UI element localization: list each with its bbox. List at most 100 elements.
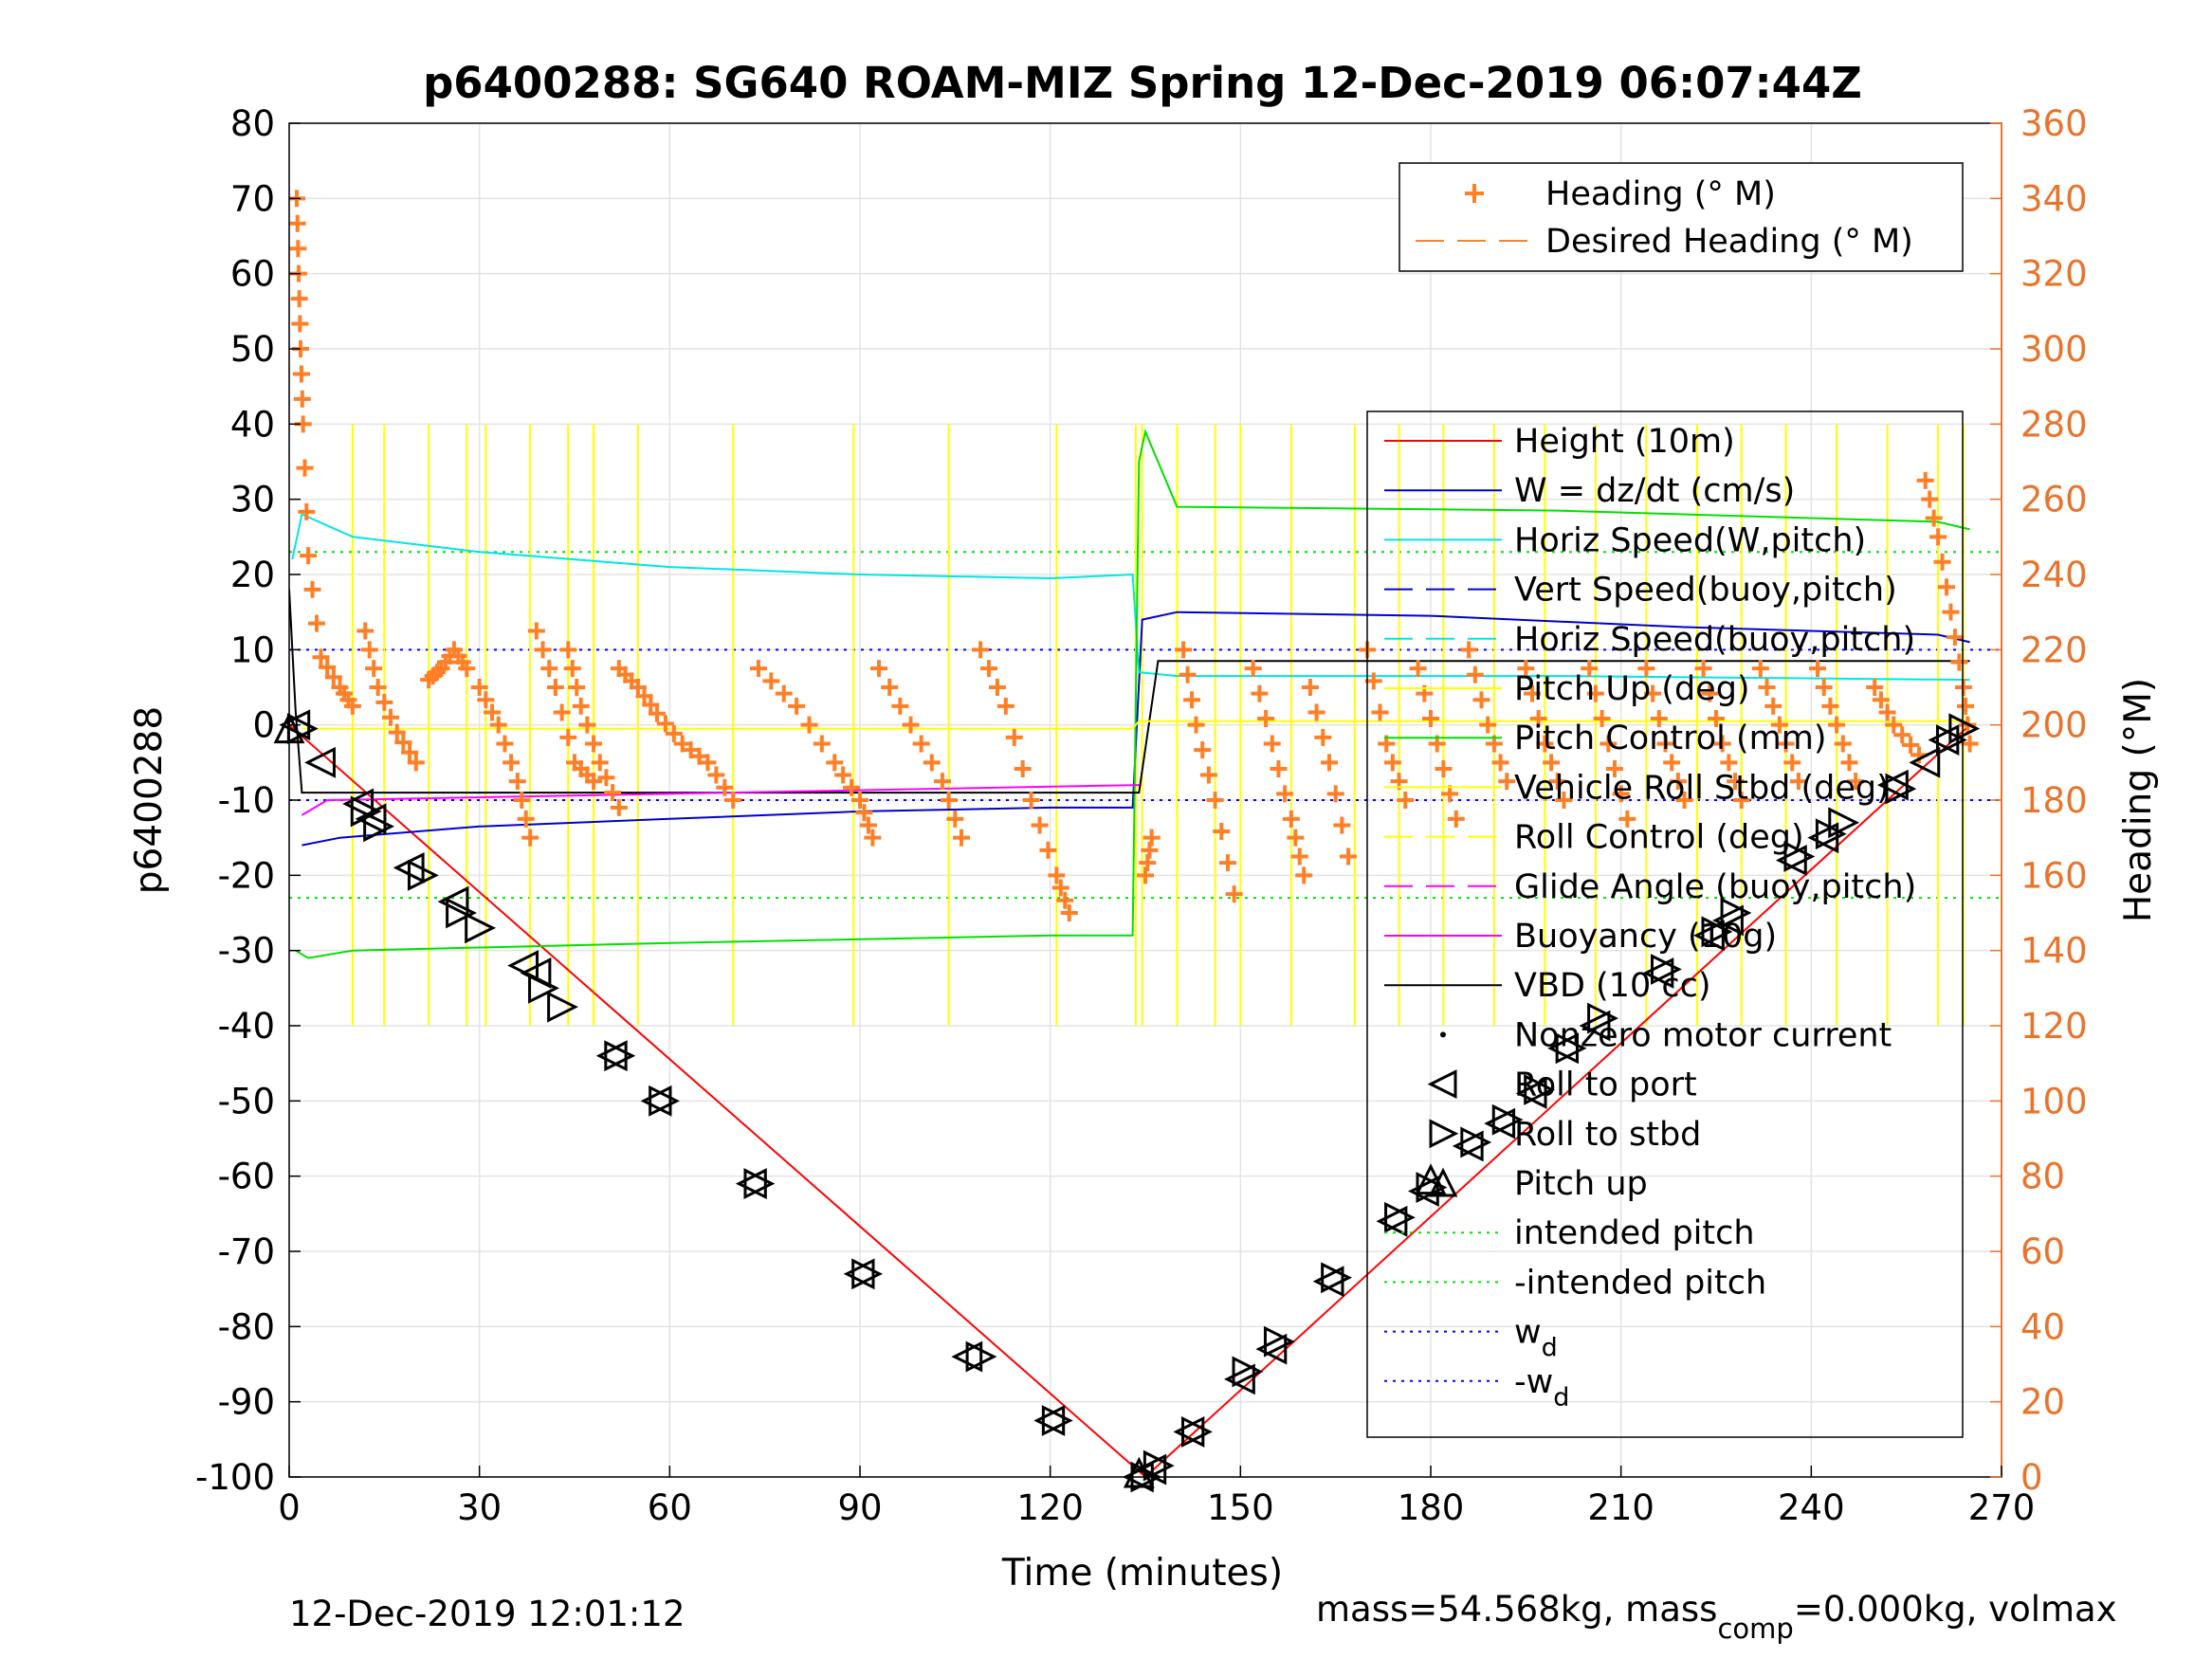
heading-point [1213, 823, 1231, 841]
heading-point [1524, 684, 1542, 702]
heading-point [1435, 759, 1453, 777]
roll-to-port-marker [640, 1085, 672, 1117]
x-tick-label: 120 [1016, 1487, 1084, 1528]
roll-to-port-marker [1579, 1010, 1611, 1042]
heading-point [1466, 665, 1484, 684]
heading-point [1498, 773, 1516, 791]
roll-to-stbd-marker [1701, 916, 1733, 948]
heading-point [1669, 773, 1687, 791]
heading-point [843, 778, 861, 796]
y-right-tick-label: 180 [2020, 780, 2088, 821]
heading-point [407, 754, 425, 772]
heading-point [591, 754, 609, 772]
heading-point [312, 648, 330, 666]
legend-label: -intended pitch [1514, 1264, 1766, 1302]
y-tick-label: 60 [230, 254, 275, 295]
heading-point [1893, 726, 1911, 744]
heading-point [1137, 866, 1154, 884]
heading-point [1758, 679, 1776, 696]
heading-point [1175, 641, 1193, 659]
heading-point [1491, 754, 1509, 772]
heading-point [946, 810, 964, 828]
roll-to-stbd-marker [1524, 1074, 1556, 1105]
series-line [301, 784, 1140, 816]
roll-to-stbd-marker [1650, 954, 1682, 985]
heading-point [855, 804, 873, 822]
x-axis-label: Time (minutes) [1001, 1552, 1283, 1595]
y-axis-label-right: Heading (°M) [2117, 678, 2160, 922]
heading-point [1751, 660, 1769, 678]
heading-point [1005, 728, 1023, 746]
legend-label: Horiz Speed(W,pitch) [1514, 521, 1866, 559]
y-right-tick-label: 340 [2020, 178, 2088, 219]
roll-to-stbd-marker [1460, 1126, 1492, 1158]
heading-point [1929, 528, 1947, 546]
roll-to-port-marker [355, 803, 387, 835]
heading-point [1933, 553, 1951, 571]
roll-to-port-marker [342, 788, 375, 820]
heading-point [496, 735, 514, 753]
heading-point [1340, 848, 1358, 866]
y-right-tick-label: 0 [2020, 1457, 2043, 1498]
heading-point [1179, 665, 1197, 684]
y-tick-label: -50 [218, 1081, 275, 1121]
roll-to-port-marker [437, 885, 469, 918]
legend-main: Height (10m) W = dz/dt (cm/s) Horiz Speed(… [1366, 410, 1964, 1438]
roll-to-stbd-marker [528, 972, 559, 1004]
roll-to-port-marker [1255, 1333, 1288, 1365]
legend-label: VBD (10 cc) [1514, 967, 1711, 1005]
heading-point [707, 766, 725, 784]
heading-point [1650, 710, 1668, 728]
heading-point [1834, 735, 1852, 753]
heading-point [527, 622, 545, 640]
heading-point [508, 773, 526, 791]
pitch-up-marker [1123, 1456, 1155, 1488]
heading-point [1600, 735, 1618, 753]
heading-point [319, 658, 337, 676]
heading-point [563, 660, 581, 678]
y-tick-label: 70 [230, 178, 275, 219]
roll-to-stbd-marker [1384, 1201, 1416, 1233]
y-tick-label: -90 [218, 1382, 275, 1423]
y-tick-label: -70 [218, 1231, 275, 1272]
legend-sample [1440, 1031, 1446, 1038]
roll-to-port-marker [595, 1040, 628, 1072]
heading-point [953, 829, 971, 847]
heading-point [859, 816, 877, 834]
y-right-tick-label: 280 [2020, 404, 2088, 445]
x-tick-label: 240 [1778, 1487, 1845, 1528]
legend-label-sub: d [1542, 1334, 1558, 1363]
heading-point [1708, 710, 1725, 728]
heading-point [568, 679, 586, 696]
roll-to-stbd-marker [1181, 1415, 1213, 1448]
roll-to-port-marker [1928, 724, 1960, 756]
heading-point [1194, 741, 1212, 759]
heading-point [458, 660, 476, 678]
x-tick-label: 210 [1587, 1487, 1654, 1528]
heading-point [300, 547, 318, 565]
heading-point [1770, 716, 1788, 734]
heading-point [1764, 697, 1782, 715]
heading-point [1586, 684, 1604, 702]
y-right-tick-label: 120 [2020, 1006, 2088, 1047]
footer-timestamp: 12-Dec-2019 12:01:12 [289, 1594, 685, 1634]
heading-point [1783, 754, 1801, 772]
roll-to-stbd-marker [1491, 1103, 1524, 1136]
series-line [302, 720, 1970, 730]
heading-point [1548, 773, 1566, 791]
roll-to-stbd-marker [1143, 1449, 1175, 1482]
heading-point [988, 679, 1006, 696]
heading-point [996, 697, 1015, 715]
y-right-tick-label: 240 [2020, 555, 2088, 595]
heading-point [1225, 885, 1243, 903]
heading-point [834, 766, 852, 784]
heading-point [1727, 773, 1745, 791]
heading-point [597, 769, 615, 787]
heading-point [1460, 641, 1478, 659]
y-right-tick-label: 220 [2020, 629, 2088, 670]
heading-point [648, 704, 666, 722]
y-right-tick-label: 60 [2020, 1231, 2065, 1272]
heading-point [881, 679, 899, 696]
heading-point [1902, 736, 1920, 754]
heading-point [1878, 703, 1896, 721]
